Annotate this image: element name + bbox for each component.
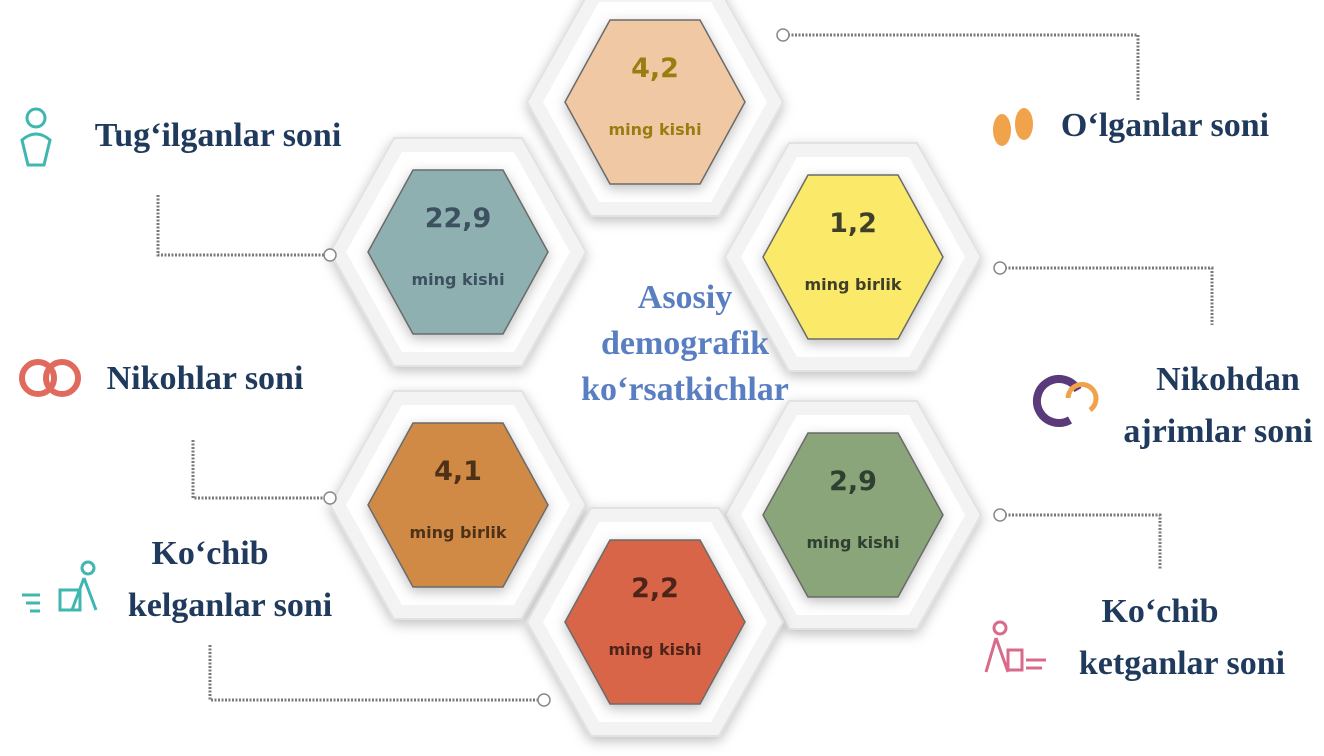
- hexagon-value: 4,2: [631, 53, 679, 84]
- arrive-icon: [22, 560, 98, 613]
- connector: [788, 33, 1140, 100]
- label: Nikohlar soni: [107, 360, 304, 397]
- connector: [1005, 266, 1214, 325]
- label: ajrimlar soni: [1123, 413, 1312, 450]
- label: ketganlar soni: [1079, 645, 1285, 682]
- hexagon: [564, 19, 746, 185]
- connector: [191, 440, 325, 500]
- center-line: demografik: [601, 325, 769, 362]
- center-line: ko‘rsatkichlar: [581, 371, 789, 408]
- hexagon-unit: ming kishi: [608, 120, 701, 139]
- connector: [1005, 513, 1162, 570]
- hexagon-unit: ming kishi: [411, 270, 504, 289]
- connector: [156, 195, 325, 257]
- hexagon-unit: ming kishi: [608, 640, 701, 659]
- label: O‘lganlar soni: [1061, 107, 1269, 144]
- connector-end: [323, 248, 337, 262]
- connectors: [156, 28, 1214, 707]
- connector: [208, 645, 538, 702]
- hexagon-unit: ming birlik: [804, 275, 901, 294]
- label: kelganlar soni: [128, 587, 332, 624]
- rings-icon: [19, 359, 81, 397]
- label: Ko‘chib: [151, 535, 268, 572]
- hexagon: [762, 432, 944, 598]
- hexagon-value: 1,2: [829, 208, 877, 239]
- depart-icon: [984, 620, 1046, 673]
- hexagon-unit: ming birlik: [409, 523, 506, 542]
- connector-end: [537, 693, 551, 707]
- broken-rings-icon: [1032, 374, 1099, 427]
- hexagon-value: 2,9: [829, 466, 877, 497]
- connector-end: [776, 28, 790, 42]
- hexagon: [564, 539, 746, 705]
- hexagon-value: 22,9: [425, 203, 492, 234]
- baby-icon: [20, 107, 52, 167]
- center-line: Asosiy: [638, 279, 732, 316]
- icons: [19, 107, 1099, 673]
- feet-icon: [993, 108, 1033, 146]
- hexagon: [762, 174, 944, 340]
- label: Ko‘chib: [1101, 593, 1218, 630]
- connector-end: [993, 508, 1007, 522]
- label: Tug‘ilganlar soni: [95, 117, 342, 154]
- hexagon-unit: ming kishi: [806, 533, 899, 552]
- label: Nikohdan: [1156, 361, 1300, 398]
- hexagon-group: 4,2 ming kishi 22,9 ming kishi 1,2 ming birli…: [328, 0, 983, 737]
- labels: Tug‘ilganlar soni O‘lganlar soni Nikohlar …: [95, 107, 1313, 682]
- center-title: Asosiy demografik ko‘rsatkichlar: [581, 279, 789, 408]
- connector-end: [993, 261, 1007, 275]
- hexagon-value: 4,1: [434, 456, 482, 487]
- hexagon: [367, 169, 549, 335]
- connector-end: [323, 491, 337, 505]
- hexagon: [367, 422, 549, 588]
- hexagon-value: 2,2: [631, 573, 679, 604]
